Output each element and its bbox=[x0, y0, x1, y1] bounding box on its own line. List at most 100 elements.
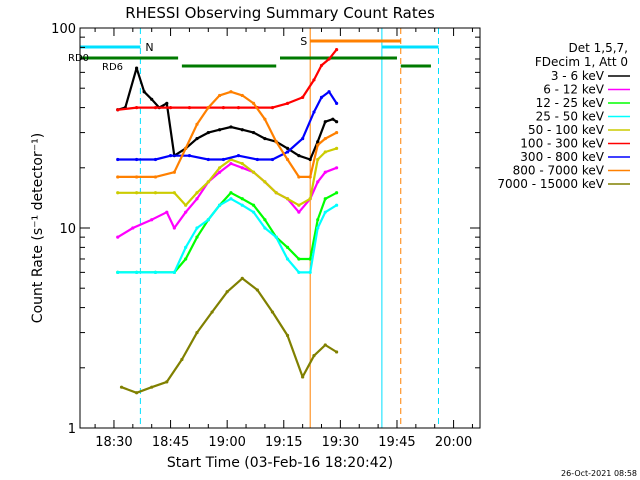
x-tick-label: 20:00 bbox=[435, 435, 472, 450]
series-point bbox=[301, 136, 305, 141]
night-flag-label: N bbox=[145, 41, 153, 54]
series-point bbox=[327, 57, 331, 61]
series-point bbox=[195, 226, 199, 230]
series-point bbox=[331, 117, 335, 121]
legend-header-line-1: Det 1,5,7, bbox=[569, 41, 629, 55]
series-point bbox=[135, 175, 139, 179]
series-point bbox=[236, 154, 241, 158]
y-tick-label: 10 bbox=[59, 222, 76, 237]
series-point bbox=[308, 257, 312, 261]
series-point bbox=[335, 120, 339, 124]
x-tick-label: 19:45 bbox=[378, 435, 415, 450]
series-point bbox=[285, 101, 290, 105]
series-point bbox=[263, 117, 267, 121]
series-point bbox=[255, 157, 259, 162]
series-point bbox=[135, 105, 139, 110]
series-point bbox=[240, 197, 244, 201]
series-point bbox=[184, 203, 188, 207]
series-point bbox=[323, 150, 327, 154]
series-point bbox=[135, 157, 139, 162]
series-point bbox=[168, 154, 173, 158]
series-point bbox=[297, 154, 301, 158]
flag-layer: N S RD0 RD6 bbox=[68, 28, 439, 428]
series-point bbox=[270, 157, 275, 162]
series-point bbox=[335, 203, 339, 207]
x-tick-label: 18:45 bbox=[152, 435, 189, 450]
series-point bbox=[319, 95, 324, 99]
series-point bbox=[187, 154, 192, 158]
attenuator-flag-label: RD0 bbox=[68, 53, 89, 64]
series-point bbox=[274, 235, 278, 239]
series-point bbox=[251, 101, 256, 105]
series-point bbox=[297, 175, 301, 179]
series-point bbox=[187, 105, 192, 110]
legend-entry-label: 800 - 7000 keV bbox=[513, 164, 605, 178]
series-point bbox=[308, 197, 312, 201]
chart-title: RHESSI Observing Summary Count Rates bbox=[125, 4, 435, 22]
series-point bbox=[335, 146, 339, 151]
series-point bbox=[218, 93, 222, 98]
y-tick-label: 1 bbox=[68, 422, 76, 437]
series-point bbox=[263, 136, 267, 141]
saa-flag-label: S bbox=[300, 35, 307, 48]
series-point bbox=[240, 276, 244, 280]
series-point bbox=[135, 270, 139, 274]
series-point bbox=[195, 330, 199, 335]
series-point bbox=[308, 270, 312, 274]
series-point bbox=[195, 136, 199, 141]
x-tick-label: 19:15 bbox=[265, 435, 302, 450]
series-point bbox=[263, 226, 267, 230]
series-point bbox=[312, 78, 316, 82]
series-point bbox=[153, 270, 158, 274]
series-point bbox=[274, 191, 278, 195]
series-layer bbox=[116, 47, 339, 395]
series-point bbox=[297, 270, 301, 274]
series-point bbox=[180, 357, 184, 362]
series-point bbox=[301, 375, 305, 379]
series-point bbox=[308, 175, 312, 179]
series-point bbox=[335, 101, 339, 105]
series-point bbox=[240, 128, 244, 132]
series-point bbox=[270, 310, 275, 314]
series-point bbox=[297, 203, 301, 207]
y-axis-label: Count Rate (s⁻¹ detector⁻¹) bbox=[30, 133, 46, 323]
series-point bbox=[218, 166, 222, 170]
legend-entry-label: 12 - 25 keV bbox=[536, 96, 605, 110]
series-point bbox=[116, 235, 120, 239]
series-point bbox=[150, 385, 154, 389]
series-point bbox=[285, 245, 290, 249]
series-point bbox=[335, 350, 339, 354]
series-point bbox=[206, 130, 210, 135]
series-point bbox=[142, 90, 146, 94]
series-point bbox=[116, 157, 120, 162]
series-point bbox=[221, 105, 225, 110]
legend-entry-label: 100 - 300 keV bbox=[520, 137, 604, 151]
series-point bbox=[172, 270, 176, 274]
series-point bbox=[316, 180, 320, 184]
legend-header-line-2: FDecim 1, Att 0 bbox=[535, 55, 628, 69]
series-point bbox=[206, 218, 210, 222]
series-point bbox=[251, 130, 256, 135]
timestamp: 26-Oct-2021 08:58 bbox=[561, 469, 637, 478]
attenuator-flag-label: RD6 bbox=[102, 62, 123, 73]
series-point bbox=[172, 226, 176, 230]
series-point bbox=[195, 197, 199, 201]
series-point bbox=[335, 130, 339, 135]
series-line bbox=[117, 66, 338, 161]
legend-entry-label: 3 - 6 keV bbox=[551, 69, 605, 83]
series-point bbox=[150, 97, 154, 101]
series-point bbox=[116, 191, 120, 195]
series-point bbox=[316, 140, 320, 144]
series-point bbox=[285, 197, 290, 201]
series-point bbox=[172, 170, 176, 174]
x-axis-label: Start Time (03-Feb-16 18:20:42) bbox=[167, 455, 393, 471]
series-point bbox=[285, 157, 290, 162]
series-point bbox=[285, 150, 290, 154]
series-point bbox=[184, 245, 188, 249]
series-point bbox=[327, 90, 331, 94]
series-point bbox=[323, 210, 327, 214]
series-point bbox=[335, 191, 339, 195]
series-point bbox=[218, 203, 222, 207]
series-point bbox=[285, 257, 290, 261]
